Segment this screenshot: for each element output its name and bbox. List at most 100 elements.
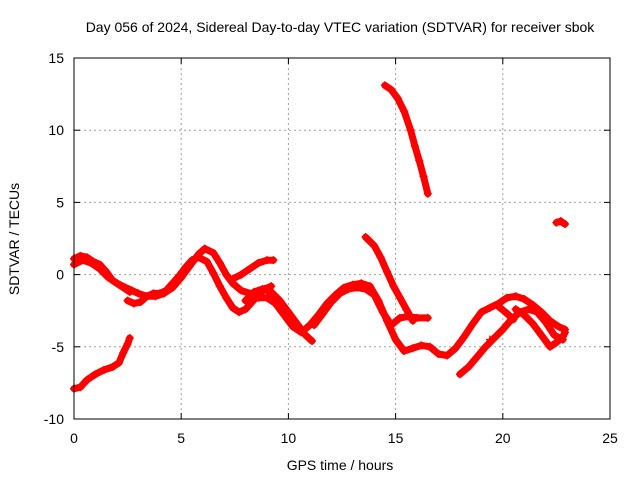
data-point xyxy=(554,322,563,331)
data-point xyxy=(136,298,145,307)
data-point xyxy=(187,256,196,265)
data-point xyxy=(460,332,469,341)
data-point xyxy=(215,282,224,291)
data-point xyxy=(310,321,319,330)
data-point xyxy=(318,309,327,318)
y-tick-label: 10 xyxy=(48,122,64,138)
data-point xyxy=(408,316,417,325)
data-point xyxy=(395,313,404,322)
y-tick-label: 0 xyxy=(56,267,64,283)
data-point xyxy=(393,94,402,103)
x-tick-label: 25 xyxy=(602,430,618,446)
series-trace xyxy=(512,305,569,351)
data-point xyxy=(327,298,336,307)
data-point xyxy=(552,218,561,227)
axis-ticks: 0 5 10 15 20 25 -10 -5 0 5 10 15 xyxy=(44,50,618,446)
data-point xyxy=(520,295,529,304)
data-point xyxy=(142,292,151,301)
data-point xyxy=(550,331,559,340)
data-point xyxy=(387,85,396,94)
data-point xyxy=(509,315,518,324)
plot-data xyxy=(70,81,569,393)
data-point xyxy=(269,256,278,265)
data-point xyxy=(533,308,542,317)
data-point xyxy=(353,283,362,292)
data-point xyxy=(391,335,400,344)
series-track-j xyxy=(511,305,569,351)
data-point xyxy=(468,319,477,328)
data-point xyxy=(511,305,520,314)
data-point xyxy=(389,282,398,291)
data-point xyxy=(434,350,443,359)
data-point xyxy=(228,274,237,283)
series-track-g xyxy=(361,233,417,325)
data-point xyxy=(503,309,512,318)
data-point xyxy=(123,339,132,348)
data-point xyxy=(82,253,91,262)
data-point xyxy=(125,334,134,343)
data-point xyxy=(275,296,284,305)
data-point xyxy=(335,289,344,298)
data-point xyxy=(247,298,256,307)
data-point xyxy=(490,334,499,343)
data-point xyxy=(254,259,263,268)
data-point xyxy=(200,244,209,253)
data-point xyxy=(408,344,417,353)
data-point xyxy=(89,257,98,266)
data-point xyxy=(262,293,271,302)
data-point xyxy=(194,253,203,262)
data-point xyxy=(228,303,237,312)
y-tick-label: -5 xyxy=(52,339,65,355)
data-point xyxy=(108,276,117,285)
data-point xyxy=(284,308,293,317)
x-tick-label: 0 xyxy=(70,430,78,446)
data-point xyxy=(560,328,569,337)
data-point xyxy=(387,321,396,330)
data-point xyxy=(423,313,432,322)
y-tick-label: -10 xyxy=(44,411,64,427)
data-point xyxy=(400,347,409,356)
y-tick-label: 5 xyxy=(56,194,64,210)
series-track-l xyxy=(485,335,494,344)
series-track-m xyxy=(552,217,569,229)
data-point xyxy=(380,81,389,90)
series-trace xyxy=(70,334,134,393)
data-point xyxy=(125,287,134,296)
data-point xyxy=(102,267,111,276)
data-point xyxy=(552,338,561,347)
data-point xyxy=(410,142,419,151)
data-point xyxy=(245,264,254,273)
data-point xyxy=(402,305,411,314)
data-point xyxy=(123,296,132,305)
data-point xyxy=(215,259,224,268)
data-point xyxy=(556,217,565,226)
data-point xyxy=(406,126,415,135)
data-point xyxy=(235,308,244,317)
data-point xyxy=(130,299,139,308)
data-point xyxy=(115,280,124,289)
data-point xyxy=(528,319,537,328)
data-point xyxy=(222,270,231,279)
data-point xyxy=(370,241,379,250)
data-point xyxy=(485,335,494,344)
data-point xyxy=(292,319,301,328)
series-track-c xyxy=(123,253,276,317)
data-point xyxy=(419,172,428,181)
data-point xyxy=(115,358,124,367)
x-tick-label: 5 xyxy=(177,430,185,446)
data-point xyxy=(258,285,267,294)
data-point xyxy=(91,370,100,379)
data-point xyxy=(558,332,567,341)
chart-title: Day 056 of 2024, Sidereal Day-to-day VTE… xyxy=(86,19,596,35)
data-point xyxy=(202,257,211,266)
data-point xyxy=(383,267,392,276)
y-axis-label: SDTVAR / TECUs xyxy=(6,183,22,295)
data-point xyxy=(425,342,434,351)
data-point xyxy=(155,289,164,298)
data-point xyxy=(520,311,529,320)
data-point xyxy=(209,248,218,257)
data-point xyxy=(209,269,218,278)
data-point xyxy=(498,325,507,334)
